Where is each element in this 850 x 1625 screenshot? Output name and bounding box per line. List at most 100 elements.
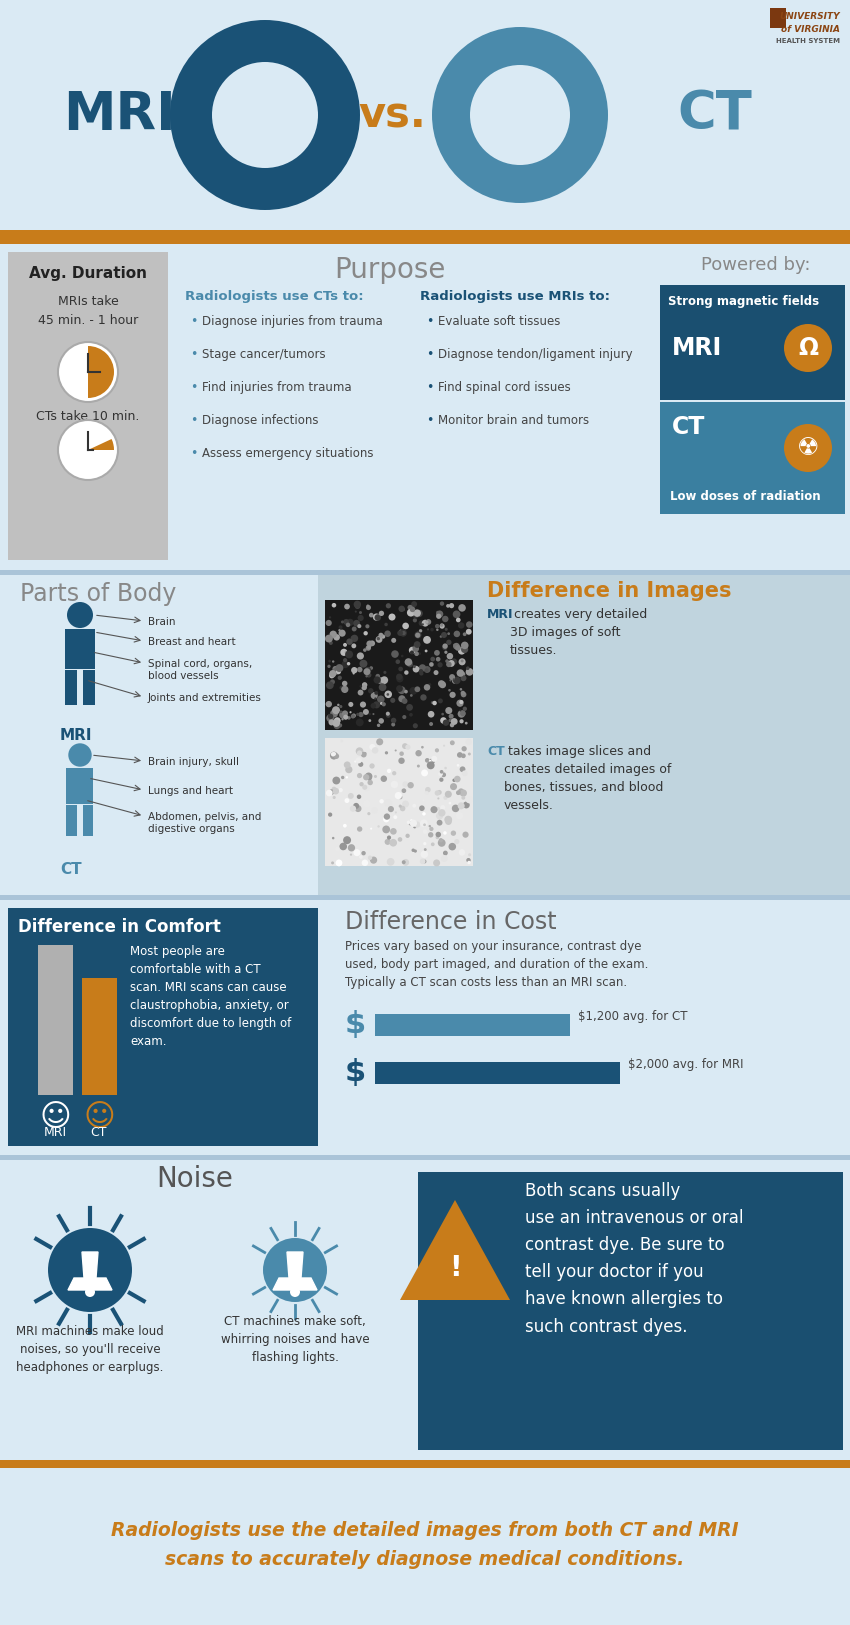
Text: of VIRGINIA: of VIRGINIA <box>781 24 840 34</box>
Circle shape <box>329 616 332 619</box>
Circle shape <box>372 713 375 715</box>
Circle shape <box>364 630 368 635</box>
Circle shape <box>425 757 429 762</box>
Circle shape <box>358 762 363 767</box>
Circle shape <box>422 860 427 863</box>
Circle shape <box>445 707 452 713</box>
FancyBboxPatch shape <box>660 284 845 400</box>
Circle shape <box>395 660 400 665</box>
Text: Joints and extremities: Joints and extremities <box>148 692 262 704</box>
Circle shape <box>427 629 429 630</box>
Circle shape <box>434 790 440 796</box>
Circle shape <box>402 782 408 786</box>
FancyBboxPatch shape <box>325 738 473 866</box>
Circle shape <box>456 700 463 707</box>
Text: •: • <box>426 414 434 427</box>
FancyBboxPatch shape <box>0 575 850 895</box>
Circle shape <box>457 710 465 718</box>
Circle shape <box>351 666 358 673</box>
Circle shape <box>439 777 444 782</box>
Circle shape <box>439 624 444 627</box>
Circle shape <box>368 720 371 722</box>
Circle shape <box>333 723 341 730</box>
Circle shape <box>332 788 339 795</box>
Circle shape <box>468 861 471 864</box>
Circle shape <box>333 754 339 759</box>
FancyBboxPatch shape <box>660 401 845 514</box>
Circle shape <box>351 715 355 718</box>
Text: Radiologists use CTs to:: Radiologists use CTs to: <box>185 289 364 302</box>
Circle shape <box>399 757 405 764</box>
Circle shape <box>336 665 343 673</box>
Circle shape <box>391 639 396 644</box>
Text: Noise: Noise <box>156 1165 234 1193</box>
Circle shape <box>344 604 350 609</box>
Circle shape <box>405 658 412 666</box>
FancyBboxPatch shape <box>0 900 850 1155</box>
Circle shape <box>337 704 340 707</box>
Circle shape <box>450 741 455 746</box>
Text: Radiologists use the detailed images from both CT and MRI
scans to accurately di: Radiologists use the detailed images fro… <box>111 1521 739 1570</box>
Circle shape <box>373 702 380 708</box>
Circle shape <box>345 650 353 658</box>
Circle shape <box>370 764 375 769</box>
Circle shape <box>356 718 364 726</box>
Circle shape <box>428 826 431 827</box>
Circle shape <box>366 640 373 647</box>
Circle shape <box>411 848 415 852</box>
Circle shape <box>410 650 414 655</box>
Text: CT: CT <box>672 414 706 439</box>
Circle shape <box>445 660 449 663</box>
Circle shape <box>334 717 341 725</box>
Text: Avg. Duration: Avg. Duration <box>29 266 147 281</box>
Circle shape <box>468 853 471 856</box>
Circle shape <box>429 722 433 726</box>
Circle shape <box>415 632 421 639</box>
Circle shape <box>418 621 424 626</box>
Circle shape <box>419 671 423 676</box>
Circle shape <box>391 723 395 726</box>
Circle shape <box>369 613 374 618</box>
Circle shape <box>445 791 452 798</box>
Text: Breast and heart: Breast and heart <box>148 637 235 647</box>
Circle shape <box>383 814 390 819</box>
Circle shape <box>384 838 391 845</box>
Circle shape <box>329 640 333 645</box>
Polygon shape <box>68 1277 112 1290</box>
Circle shape <box>431 756 437 762</box>
Text: Powered by:: Powered by: <box>701 257 811 275</box>
Circle shape <box>398 837 402 842</box>
Circle shape <box>360 782 364 786</box>
Circle shape <box>460 710 466 717</box>
Circle shape <box>437 798 439 800</box>
Circle shape <box>361 752 366 757</box>
Circle shape <box>357 666 362 673</box>
Circle shape <box>413 645 419 650</box>
Circle shape <box>371 704 376 708</box>
Circle shape <box>462 746 467 751</box>
Text: Most people are
comfortable with a CT
scan. MRI scans can cause
claustrophobia, : Most people are comfortable with a CT sc… <box>130 946 292 1048</box>
Polygon shape <box>82 1251 98 1277</box>
Circle shape <box>361 860 368 866</box>
Circle shape <box>58 419 118 479</box>
Circle shape <box>335 847 339 852</box>
Circle shape <box>337 676 342 679</box>
Circle shape <box>350 806 356 812</box>
Circle shape <box>68 743 92 767</box>
Circle shape <box>342 681 348 686</box>
Circle shape <box>436 614 441 619</box>
FancyBboxPatch shape <box>0 231 850 244</box>
Circle shape <box>402 860 409 866</box>
Circle shape <box>450 679 451 681</box>
Circle shape <box>388 806 394 812</box>
Circle shape <box>462 770 468 777</box>
Circle shape <box>413 665 416 668</box>
Circle shape <box>410 819 417 827</box>
Text: Difference in Cost: Difference in Cost <box>345 910 557 934</box>
Circle shape <box>359 712 364 717</box>
Circle shape <box>454 679 458 684</box>
Circle shape <box>339 686 343 689</box>
Circle shape <box>391 718 396 723</box>
Circle shape <box>439 770 444 774</box>
Text: •: • <box>190 315 197 328</box>
